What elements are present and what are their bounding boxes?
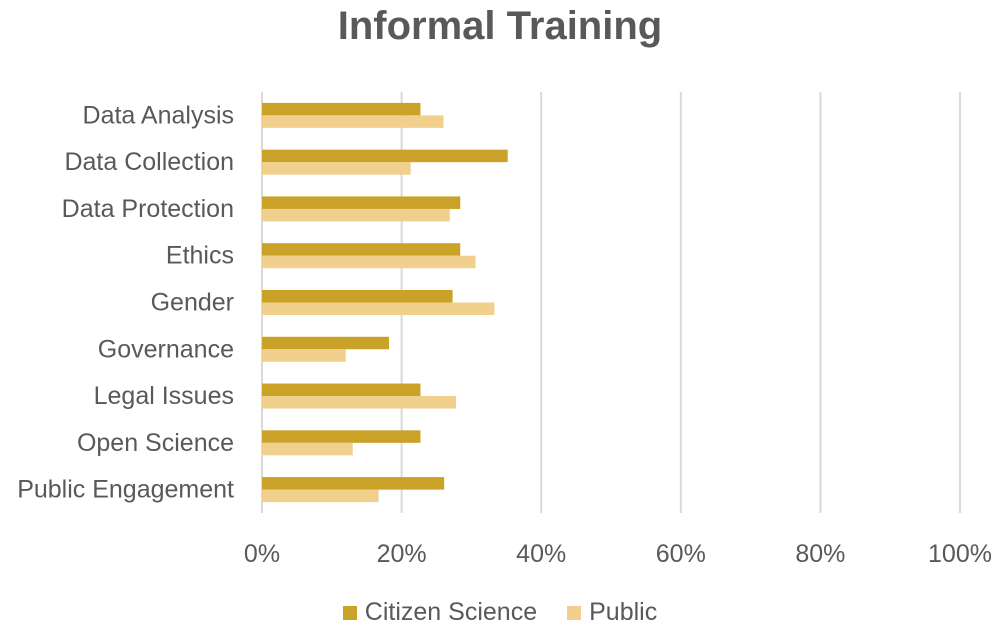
legend-swatch-public [567,605,582,620]
bar-citizen-science [262,383,421,397]
bar-public [262,162,411,175]
category-label: Data Protection [62,195,234,223]
bar-citizen-science [262,336,390,350]
category-label: Data Analysis [83,101,234,129]
legend-item-citizen-science: Citizen Science [342,598,538,627]
bar-citizen-science [262,149,508,163]
bar-public [262,442,353,456]
bar-public [262,489,379,503]
x-tick-label: 20% [377,540,427,568]
category-label: Public Engagement [17,476,234,504]
x-tick-label: 60% [656,540,706,568]
category-label: Open Science [77,429,234,457]
legend-label-citizen-science: Citizen Science [364,598,538,626]
x-tick-label: 100% [928,540,992,568]
category-label: Ethics [166,242,234,270]
bar-citizen-science [262,102,421,116]
legend-swatch-citizen-science [342,605,357,620]
bar-citizen-science [262,430,421,443]
bar-citizen-science [262,243,461,256]
bar-public [262,255,476,269]
x-tick-label: 40% [516,540,566,568]
bar-citizen-science [262,477,445,490]
bar-public [262,396,457,409]
legend: Citizen Science Public [0,598,1000,627]
category-label: Data Collection [64,148,234,176]
category-label: Gender [151,289,234,317]
bar-public [262,208,450,222]
bar-public [262,115,444,128]
bar-public [262,349,346,362]
legend-item-public: Public [567,598,657,627]
x-tick-label: 80% [795,540,845,568]
bar-citizen-science [262,290,453,303]
legend-label-public: Public [589,598,658,626]
category-label: Governance [98,335,234,363]
chart-title: Informal Training [337,4,663,48]
x-tick-label: 0% [244,540,280,568]
bar-public [262,302,495,315]
category-label: Legal Issues [94,382,234,410]
bar-citizen-science [262,196,461,209]
